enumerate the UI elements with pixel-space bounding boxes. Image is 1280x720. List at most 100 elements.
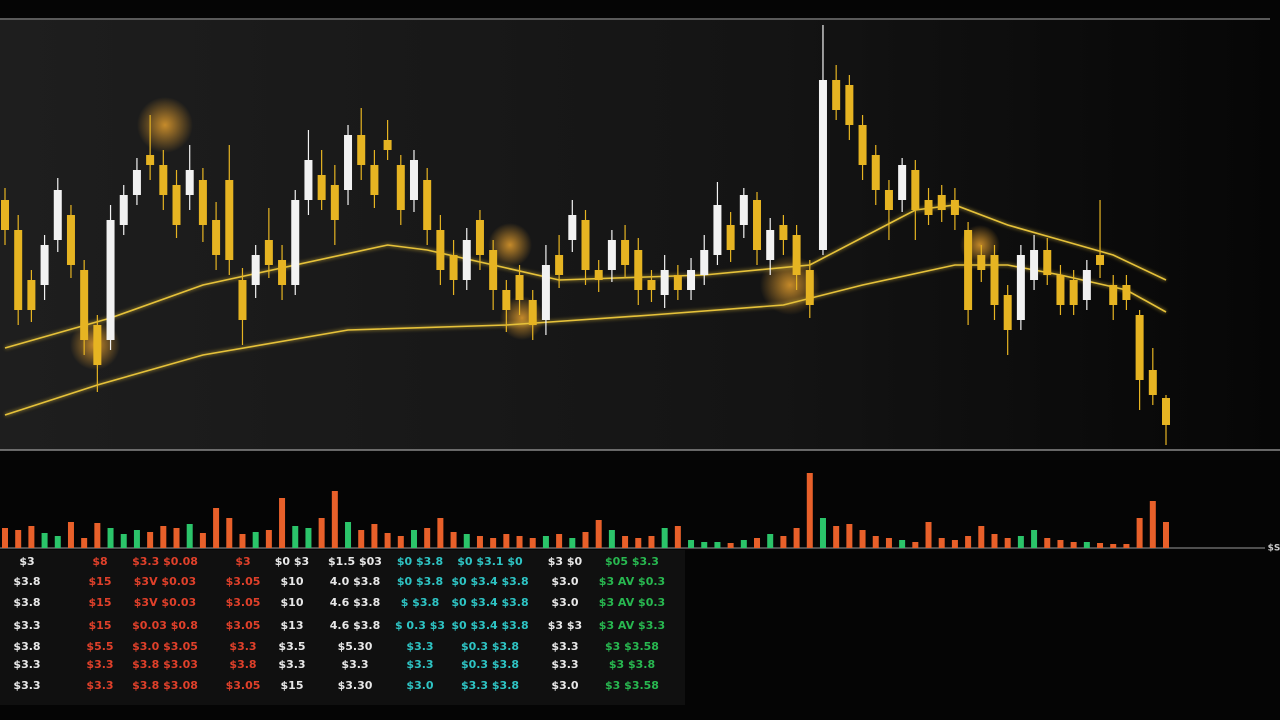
candle-body (1, 200, 9, 230)
table-cell: $3 $3.8 (609, 658, 655, 671)
volume-bar (147, 532, 154, 548)
table-cell: $5.5 (86, 640, 113, 653)
volume-bar (569, 538, 576, 548)
table-cell: $3.3 (229, 640, 256, 653)
table-cell: $3 AV $0.3 (599, 575, 665, 588)
candle-body (370, 165, 379, 195)
table-cell: $0.3 $3.8 (461, 658, 519, 671)
table-cell: $3.8 $3.03 (132, 658, 198, 671)
candle-body (502, 290, 511, 310)
candle-body (251, 255, 260, 285)
volume-bar (1057, 540, 1064, 548)
volume-bar (15, 530, 22, 548)
table-cell: $0 $3.4 $3.8 (451, 619, 528, 632)
candle-body (330, 185, 339, 220)
table-cell: $3.3 (551, 658, 578, 671)
volume-bar (819, 518, 826, 548)
table-cell: $3.3 $0.08 (132, 555, 198, 568)
table-cell: $3.8 (13, 575, 40, 588)
volume-bar (384, 533, 391, 548)
candle-body (212, 220, 221, 255)
table-cell: $3 $3.58 (605, 679, 659, 692)
volume-bar (1017, 536, 1024, 548)
table-cell: $3.0 (551, 575, 578, 588)
candle-body (396, 165, 405, 210)
candle-body (924, 200, 933, 215)
volume-bar (674, 526, 681, 548)
candle-body (1148, 370, 1157, 395)
table-cell: $3.5 (278, 640, 305, 653)
candle-body (581, 220, 590, 270)
candle-body (884, 190, 893, 210)
candle-body (568, 215, 577, 240)
chart-panel (0, 20, 1280, 450)
volume-bar (41, 533, 48, 548)
candle-body (1082, 270, 1091, 300)
candle-body (172, 185, 181, 225)
table-cell: $0 $3.4 $3.8 (451, 575, 528, 588)
candle-body (1162, 398, 1170, 425)
volume-bar (1070, 542, 1077, 548)
volume-bar (978, 526, 985, 548)
moving-average-line (4, 204, 1167, 349)
table-cell: $0 $3.4 $3.8 (451, 596, 528, 609)
table-cell: $3.05 (226, 679, 261, 692)
volume-bar (1004, 538, 1011, 548)
candle-body (766, 230, 775, 260)
candle-body (304, 160, 313, 200)
volume-bar (173, 528, 180, 548)
candle-body (950, 200, 959, 215)
volume-bar (1083, 542, 1090, 548)
volume-bar (186, 524, 193, 548)
candle-body (1003, 295, 1012, 330)
candle-body (700, 250, 709, 275)
table-cell: 4.6 $3.8 (330, 596, 380, 609)
volume-bar (292, 526, 299, 548)
data-table-panel (0, 550, 685, 705)
candle-body (357, 135, 366, 165)
volume-bar (780, 536, 787, 548)
candle-body (409, 160, 418, 200)
candle-body (779, 225, 788, 240)
candle-body (805, 270, 814, 305)
glow (488, 223, 532, 267)
volume-bar (358, 530, 365, 548)
candle-body (93, 325, 102, 365)
glow (137, 97, 193, 153)
candle-body (1056, 275, 1065, 305)
volume-bar (490, 538, 497, 548)
table-cell: $3 $3 (548, 619, 582, 632)
volume-bar (872, 536, 879, 548)
candle-body (753, 200, 762, 250)
volume-bar (94, 523, 101, 548)
candle-body (423, 180, 432, 230)
table-cell: 4.0 $3.8 (330, 575, 380, 588)
candle-body (660, 270, 669, 295)
volume-bar (793, 528, 800, 548)
volume-bar (859, 530, 866, 548)
volume-bar (965, 536, 972, 548)
table-cell: $0.03 $0.8 (132, 619, 198, 632)
candle-body (739, 195, 748, 225)
candle-body (53, 190, 62, 240)
volume-bar (371, 524, 378, 548)
table-cell: $3 $3.58 (605, 640, 659, 653)
table-cell: $3.3 (86, 679, 113, 692)
candle-body (647, 280, 656, 290)
volume-bar (2, 528, 8, 548)
candle-body (687, 270, 696, 290)
table-cell: $0 $3.1 $0 (457, 555, 523, 568)
volume-bar (885, 538, 892, 548)
volume-bar (1044, 538, 1051, 548)
candle-body (726, 225, 735, 250)
candle-body (119, 195, 128, 225)
candle-body (132, 170, 141, 195)
volume-bar (714, 542, 721, 548)
candle-body (159, 165, 168, 195)
candle-body (489, 250, 498, 290)
volume-bar (1123, 544, 1130, 548)
volume-bar (806, 473, 813, 548)
volume-bar (688, 540, 695, 548)
volume-bar (938, 538, 945, 548)
table-cell: $05 $3.3 (605, 555, 659, 568)
